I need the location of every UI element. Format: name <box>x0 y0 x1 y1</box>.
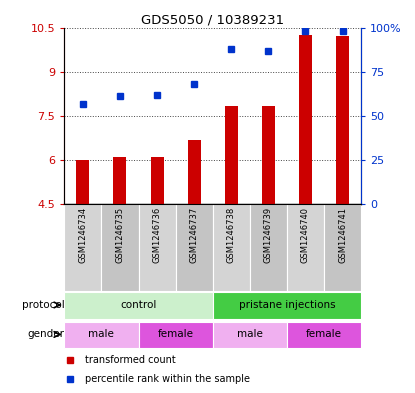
Text: female: female <box>306 329 342 340</box>
Text: GSM1246736: GSM1246736 <box>153 207 161 263</box>
Bar <box>225 106 238 204</box>
Title: GDS5050 / 10389231: GDS5050 / 10389231 <box>141 13 284 26</box>
Bar <box>139 322 213 348</box>
Text: control: control <box>120 300 157 310</box>
Text: transformed count: transformed count <box>85 354 176 365</box>
Bar <box>287 322 361 348</box>
Bar <box>324 204 361 291</box>
Text: pristane injections: pristane injections <box>239 300 335 310</box>
Text: protocol: protocol <box>22 300 64 310</box>
Bar <box>139 204 176 291</box>
Text: GSM1246739: GSM1246739 <box>264 207 273 263</box>
Text: gender: gender <box>27 329 64 340</box>
Bar <box>176 204 213 291</box>
Bar <box>101 204 139 291</box>
Bar <box>287 204 324 291</box>
Bar <box>213 292 361 319</box>
Text: male: male <box>88 329 115 340</box>
Text: GSM1246741: GSM1246741 <box>338 207 347 263</box>
Text: GSM1246740: GSM1246740 <box>301 207 310 263</box>
Bar <box>250 204 287 291</box>
Bar <box>336 36 349 204</box>
Bar <box>151 157 164 204</box>
Bar <box>64 292 213 319</box>
Bar <box>64 322 139 348</box>
Bar <box>76 160 89 204</box>
Text: GSM1246737: GSM1246737 <box>190 207 199 263</box>
Text: male: male <box>237 329 263 340</box>
Bar <box>213 204 250 291</box>
Text: GSM1246738: GSM1246738 <box>227 207 236 263</box>
Bar <box>262 106 275 204</box>
Bar <box>213 322 287 348</box>
Bar <box>299 35 312 204</box>
Text: GSM1246735: GSM1246735 <box>115 207 124 263</box>
Text: female: female <box>158 329 193 340</box>
Bar <box>64 204 101 291</box>
Text: GSM1246734: GSM1246734 <box>78 207 88 263</box>
Bar <box>188 140 200 204</box>
Bar <box>113 157 127 204</box>
Text: percentile rank within the sample: percentile rank within the sample <box>85 374 250 384</box>
